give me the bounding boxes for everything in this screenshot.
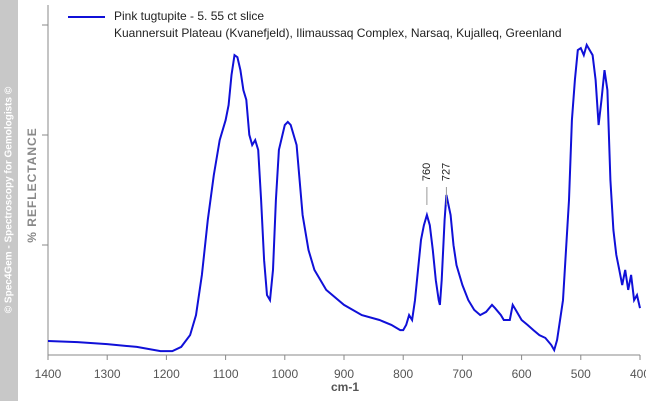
watermark-band [0,0,18,401]
x-axis-label: cm-1 [331,380,359,394]
annotation-label: 727 [440,163,452,181]
y-axis-label: % REFLECTANCE [25,127,39,242]
x-tick-label: 700 [452,367,472,381]
legend-label: Pink tugtupite - 5. 55 ct slice [114,9,264,23]
x-tick-label: 600 [512,367,532,381]
annotation-label: 760 [421,163,433,181]
spectrum-line [47,42,641,353]
watermark: © Spec4Gem - Spectroscopy for Gemologist… [4,86,15,313]
x-tick-label: 1300 [94,367,121,381]
x-tick-label: 1200 [153,367,180,381]
x-tick-label: 1000 [271,367,298,381]
x-tick-label: 500 [571,367,591,381]
x-tick-label: 800 [393,367,413,381]
x-tick-label: 900 [334,367,354,381]
x-tick-label: 400 [630,367,646,381]
legend-sublabel: Kuannersuit Plateau (Kvanefjeld), Ilimau… [114,26,562,40]
x-tick-label: 1400 [35,367,62,381]
x-tick-label: 1100 [213,367,239,381]
